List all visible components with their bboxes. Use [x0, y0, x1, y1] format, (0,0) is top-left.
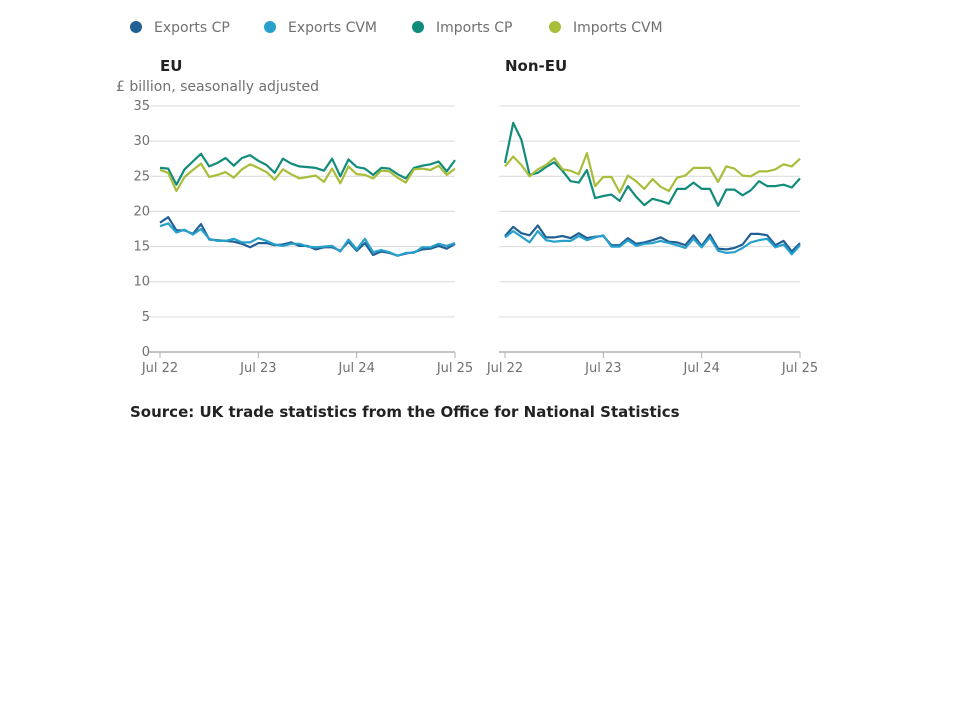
x-ticks-non-eu: Jul 22 Jul 23 Jul 24 Jul 25: [486, 352, 818, 376]
y-tick-label: 0: [142, 345, 150, 360]
y-tick-label: 20: [133, 204, 150, 219]
y-tick-label: 30: [133, 134, 150, 149]
legend-label-imports-cp: Imports CP: [436, 20, 512, 36]
series-line-eu-imports-cp: [159, 152, 456, 186]
series-line-non-eu-imports-cvm: [504, 152, 801, 194]
x-tick-label: Jul 23: [239, 361, 276, 376]
legend: Exports CP Exports CVM Imports CP Imports C…: [130, 20, 663, 36]
legend-label-exports-cp: Exports CP: [154, 20, 230, 36]
series-line-eu-exports-cvm: [159, 222, 456, 257]
x-tick-label: Jul 22: [486, 361, 523, 376]
y-unit-label: £ billion, seasonally adjusted: [116, 79, 319, 95]
y-ticks-eu: 0 5 10 15 20 25 30 35: [133, 99, 150, 360]
x-tick-label: Jul 24: [682, 361, 719, 376]
series-line-non-eu-imports-cp: [503, 121, 801, 207]
x-tick-label: Jul 23: [584, 361, 621, 376]
panel-title-eu: EU: [160, 57, 182, 75]
legend-label-exports-cvm: Exports CVM: [288, 20, 377, 36]
legend-marker-exports-cvm: [264, 21, 276, 33]
x-tick-label: Jul 22: [141, 361, 178, 376]
lines-eu: [159, 152, 456, 257]
y-tick-label: 10: [133, 275, 150, 290]
x-ticks-eu: Jul 22 Jul 23 Jul 24 Jul 25: [141, 352, 473, 376]
y-tick-label: 5: [142, 310, 150, 325]
panel-eu: EU £ billion, seasonally adjusted 0 5 10 15…: [116, 57, 473, 376]
series-line-eu-imports-cvm: [159, 162, 456, 193]
y-tick-label: 15: [133, 240, 150, 255]
legend-marker-imports-cp: [412, 21, 424, 33]
legend-label-imports-cvm: Imports CVM: [573, 20, 663, 36]
grid-non-eu: [499, 105, 800, 353]
legend-marker-imports-cvm: [549, 21, 561, 33]
grid-eu: [148, 105, 455, 353]
panel-title-non-eu: Non-EU: [505, 57, 567, 75]
y-tick-label: 35: [133, 99, 150, 114]
series-line-eu-exports-cp: [159, 216, 456, 257]
series-line-non-eu-exports-cp: [504, 224, 801, 253]
x-tick-label: Jul 25: [781, 361, 818, 376]
legend-marker-exports-cp: [130, 21, 142, 33]
source-note: Source: UK trade statistics from the Off…: [130, 403, 680, 421]
panel-non-eu: Non-EU Jul 22 Jul 23 Jul 24 Jul 25: [486, 57, 818, 376]
lines-non-eu: [503, 121, 801, 256]
series-line-non-eu-exports-cvm: [504, 230, 801, 256]
y-tick-label: 25: [133, 169, 150, 184]
x-tick-label: Jul 25: [436, 361, 473, 376]
x-tick-label: Jul 24: [337, 361, 374, 376]
